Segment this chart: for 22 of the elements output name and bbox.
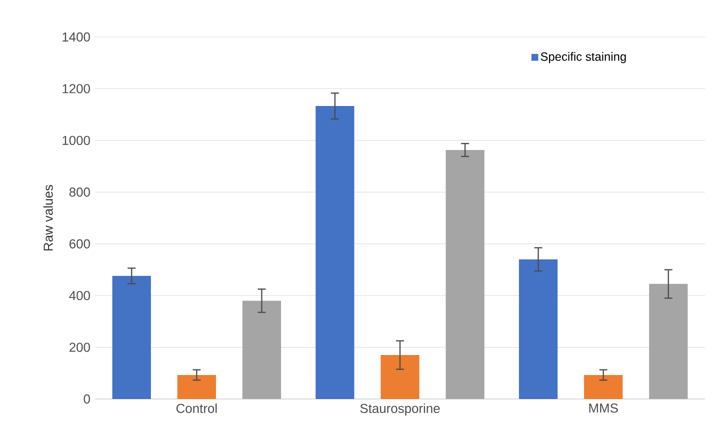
legend-label: Specific staining	[540, 52, 626, 64]
bar	[242, 300, 282, 399]
bar	[649, 284, 688, 399]
bar	[112, 276, 151, 399]
bar	[446, 150, 484, 399]
x-tick-label: MMS	[589, 404, 618, 413]
y-tick-label: 800	[69, 188, 90, 197]
y-tick-label: 400	[69, 290, 90, 300]
bar	[177, 374, 216, 399]
bar	[316, 106, 354, 399]
y-axis-title: Raw values	[43, 185, 53, 250]
x-tick-label: Staurosporine	[360, 404, 440, 416]
y-tick-label: 600	[70, 239, 90, 248]
y-tick-label: 1000	[62, 136, 90, 146]
y-tick-label: 1400	[62, 32, 90, 42]
y-tick-label: 0	[84, 394, 90, 404]
bar	[584, 374, 623, 399]
bar	[518, 259, 558, 399]
y-tick-label: 1200	[62, 84, 90, 94]
x-tick-label: Control	[176, 404, 217, 414]
bar	[380, 355, 420, 399]
y-tick-label: 200	[70, 342, 90, 352]
